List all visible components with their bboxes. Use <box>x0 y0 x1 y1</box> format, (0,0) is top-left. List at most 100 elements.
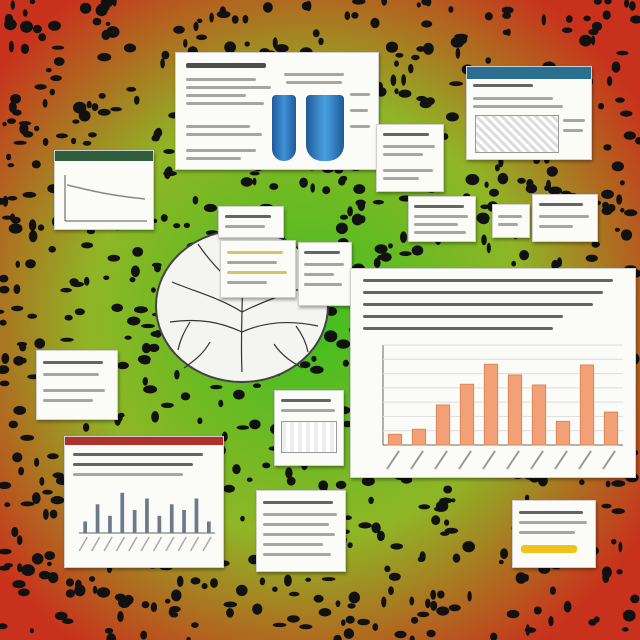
leopard-spot <box>368 496 374 505</box>
leopard-spot <box>105 21 111 26</box>
leopard-spot <box>7 163 15 168</box>
leopard-spot <box>423 42 434 55</box>
leopard-spot <box>27 313 38 319</box>
leopard-spot <box>48 20 61 31</box>
leopard-spot <box>2 122 7 127</box>
leopard-spot <box>409 635 415 640</box>
leopard-spot <box>28 230 38 243</box>
leopard-spot <box>411 54 420 61</box>
document-card-brain-right <box>298 242 352 306</box>
figure-thumbnail <box>281 421 337 453</box>
leopard-spot <box>335 600 341 607</box>
leopard-spot <box>0 380 10 387</box>
leopard-spot <box>620 110 633 117</box>
leopard-spot <box>223 601 238 608</box>
leopard-spot <box>31 553 44 565</box>
bar <box>182 510 186 533</box>
tick-label-scribble <box>140 536 150 552</box>
leopard-spot <box>46 572 53 578</box>
leopard-spot <box>69 278 79 286</box>
leopard-spot <box>174 369 180 380</box>
leopard-spot <box>81 242 94 249</box>
leopard-spot <box>494 164 500 172</box>
leopard-spot <box>611 480 626 487</box>
bar <box>145 498 149 533</box>
tick-label-scribble <box>482 450 496 470</box>
leopard-spot <box>60 337 74 342</box>
leopard-spot <box>44 551 56 561</box>
leopard-spot <box>151 411 160 423</box>
leopard-spot <box>449 81 463 87</box>
leopard-spot <box>340 214 348 220</box>
bar <box>459 383 475 446</box>
leopard-spot <box>380 252 392 262</box>
tick-label-scribble <box>578 450 592 470</box>
leopard-spot <box>143 385 158 394</box>
tick-label-scribble <box>202 536 212 552</box>
note-card <box>532 194 598 242</box>
tick-label-scribble <box>434 450 448 470</box>
leopard-spot <box>12 580 26 589</box>
leopard-spot <box>106 633 117 640</box>
leopard-spot <box>384 565 391 573</box>
leopard-spot <box>64 314 73 321</box>
leopard-spot <box>376 530 385 542</box>
leopard-spot <box>519 250 529 261</box>
leopard-spot <box>357 199 366 212</box>
leopard-spot <box>373 257 381 268</box>
leopard-spot <box>112 0 117 7</box>
leopard-spot <box>153 129 161 142</box>
leopard-spot <box>388 572 401 581</box>
leopard-spot <box>515 572 527 584</box>
leopard-spot <box>541 14 546 26</box>
leopard-spot <box>313 594 324 603</box>
leopard-spot <box>623 131 636 140</box>
leopard-spot <box>240 515 245 522</box>
leopard-spot <box>394 630 407 639</box>
leopard-spot <box>548 186 562 195</box>
leopard-spot <box>484 181 489 188</box>
leopard-spot <box>0 565 11 571</box>
leopard-spot <box>431 515 441 526</box>
leopard-spot <box>591 35 596 46</box>
leopard-spot <box>372 199 384 205</box>
leopard-spot <box>517 177 526 184</box>
leopard-spot <box>409 596 415 606</box>
tick-label-scribble <box>78 536 88 552</box>
leopard-spot <box>38 33 47 42</box>
leopard-spot <box>616 569 623 575</box>
leopard-spot <box>616 50 629 56</box>
leopard-spot <box>606 76 613 86</box>
bar <box>603 411 619 446</box>
leopard-spot <box>583 15 591 22</box>
leopard-spot <box>9 213 16 222</box>
leopard-spot <box>310 183 316 193</box>
leopard-spot <box>604 0 612 5</box>
leopard-spot <box>335 222 348 234</box>
document-card-bottom-right <box>512 500 596 568</box>
leopard-spot <box>614 227 621 232</box>
leopard-spot <box>92 17 102 26</box>
tick-label-scribble <box>177 536 187 552</box>
document-card-top-right <box>466 66 592 160</box>
leopard-spot <box>285 467 293 479</box>
line-chart-card <box>54 150 154 230</box>
bar <box>411 428 427 446</box>
leopard-spot <box>98 93 106 99</box>
blue-cylinder-graphic <box>306 95 344 161</box>
leopard-spot <box>506 609 520 619</box>
leopard-spot <box>338 177 346 186</box>
leopard-spot <box>190 577 201 585</box>
leopard-spot <box>411 245 424 256</box>
leopard-spot <box>500 548 509 560</box>
leopard-spot <box>130 265 140 278</box>
leopard-spot <box>603 144 612 151</box>
leopard-spot <box>421 20 433 28</box>
leopard-spot <box>593 0 602 5</box>
leopard-spot <box>262 462 271 469</box>
leopard-spot <box>196 34 208 41</box>
leopard-spot <box>20 20 33 33</box>
leopard-spot <box>169 606 181 613</box>
leopard-spot <box>252 383 262 389</box>
leopard-spot <box>249 419 261 430</box>
